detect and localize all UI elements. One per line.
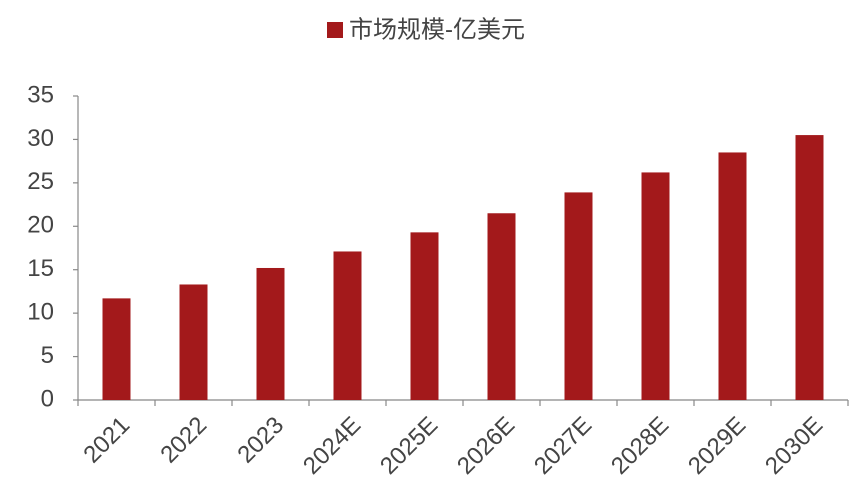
x-tick-label: 2025E xyxy=(375,412,443,480)
x-tick-label: 2027E xyxy=(529,412,597,480)
y-tick-label: 10 xyxy=(27,298,54,325)
x-tick-label: 2024E xyxy=(298,412,366,480)
x-tick-label: 2030E xyxy=(760,412,828,480)
y-tick-label: 15 xyxy=(27,255,54,282)
x-tick-label: 2026E xyxy=(452,412,520,480)
legend-swatch xyxy=(327,22,343,38)
y-tick-label: 5 xyxy=(41,342,54,369)
x-tick-label: 2022 xyxy=(155,412,212,469)
bar xyxy=(718,152,747,400)
bar xyxy=(410,232,439,400)
bar xyxy=(102,298,131,400)
y-tick-label: 20 xyxy=(27,212,54,239)
x-tick-label: 2029E xyxy=(683,412,751,480)
bar xyxy=(179,284,208,400)
bar xyxy=(564,192,593,400)
y-tick-label: 35 xyxy=(27,81,54,108)
bar xyxy=(641,172,670,400)
bar xyxy=(487,213,516,400)
y-tick-label: 0 xyxy=(41,385,54,412)
bar xyxy=(795,135,824,401)
y-tick-label: 30 xyxy=(27,125,54,152)
x-tick-label: 2021 xyxy=(78,412,135,469)
y-tick-label: 25 xyxy=(27,168,54,195)
bar xyxy=(256,267,285,400)
legend-label: 市场规模-亿美元 xyxy=(349,16,525,43)
bar xyxy=(333,251,362,400)
x-tick-label: 2028E xyxy=(606,412,674,480)
x-tick-label: 2023 xyxy=(232,412,289,469)
